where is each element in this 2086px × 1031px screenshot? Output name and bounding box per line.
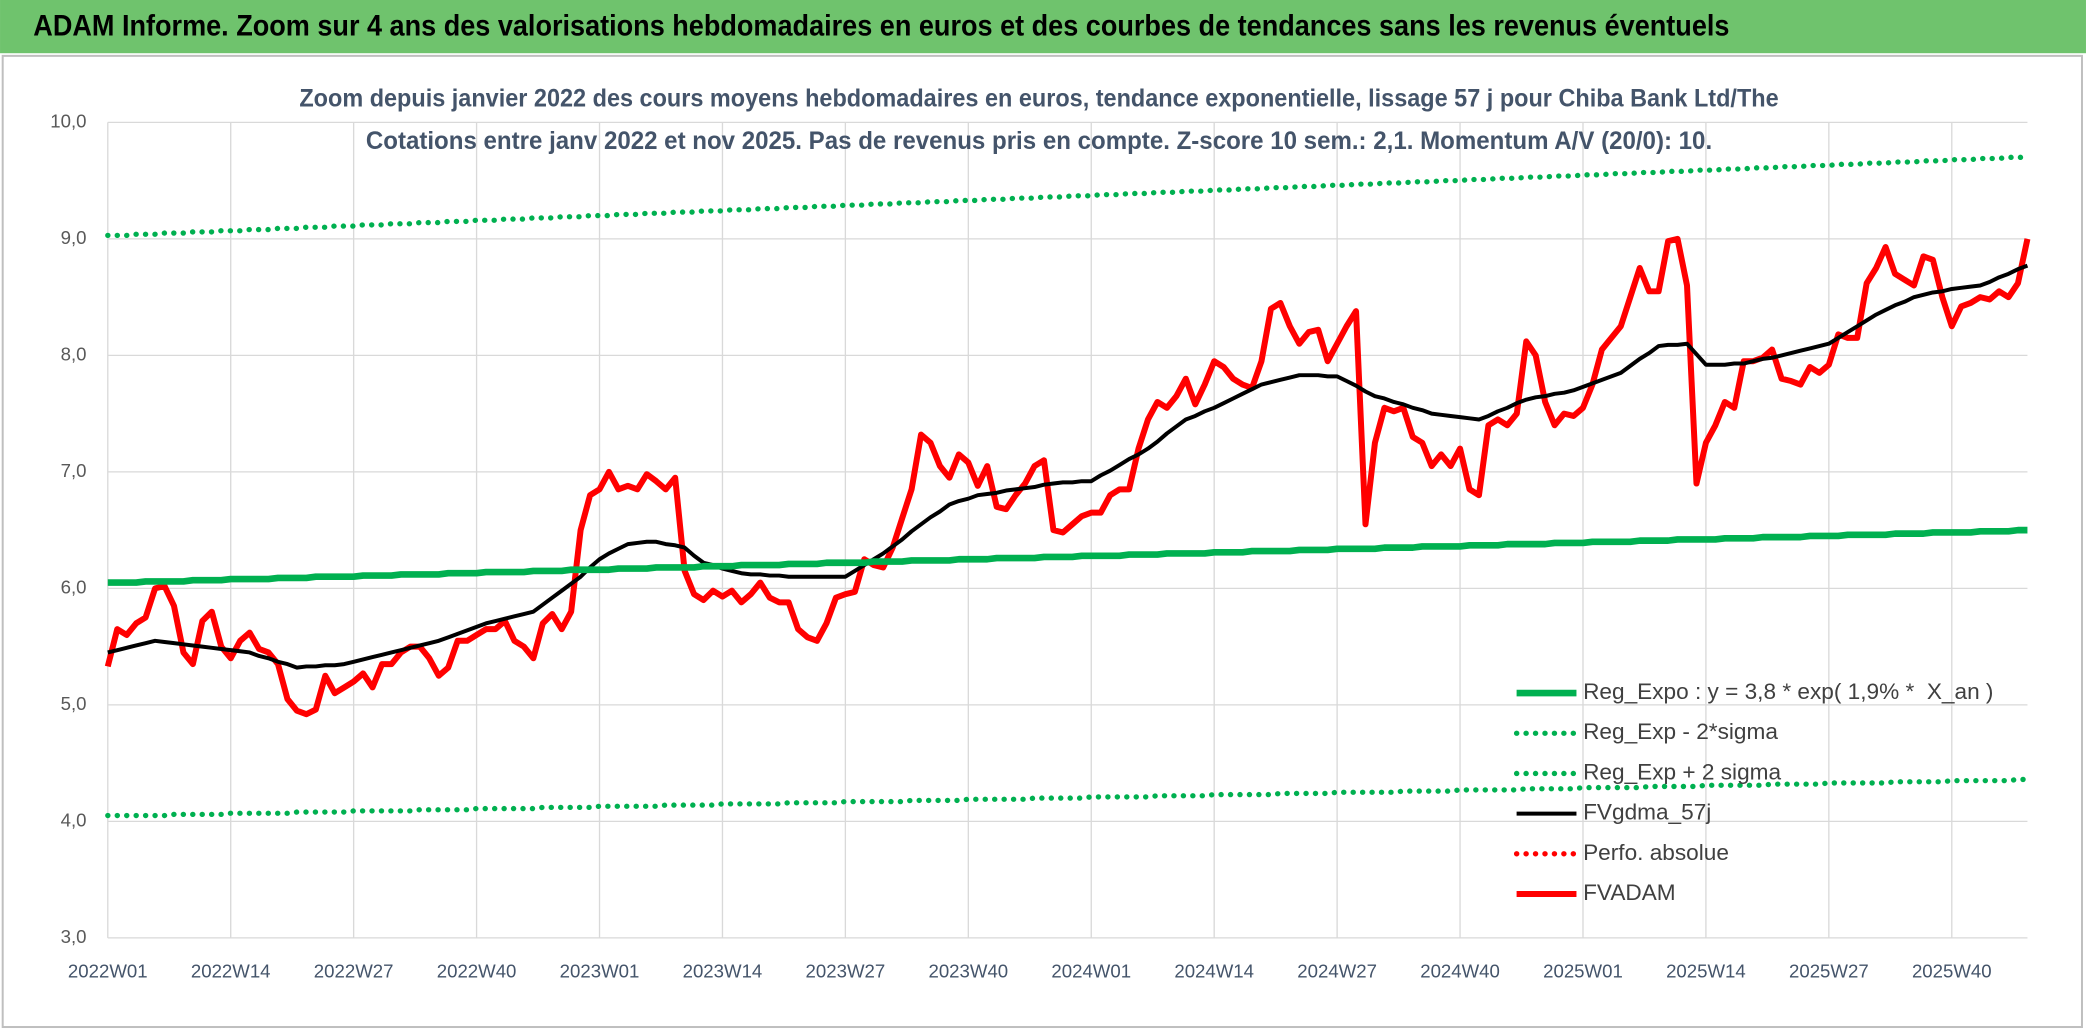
y-tick-label: 7,0 <box>61 460 87 481</box>
series-line <box>107 263 2029 670</box>
x-tick-label: 2022W27 <box>314 960 394 981</box>
header-bar <box>0 0 2086 54</box>
legend-label: Reg_Exp - 2*sigma <box>1583 719 1778 744</box>
chart-subtitle: Zoom depuis janvier 2022 des cours moyen… <box>299 84 1778 112</box>
x-tick-label: 2024W14 <box>1174 960 1254 981</box>
legend-label: Perfo. absolue <box>1583 840 1729 865</box>
legend-label: Reg_Exp + 2 sigma <box>1583 759 1781 784</box>
y-tick-label: 5,0 <box>61 693 87 714</box>
x-tick-label: 2024W27 <box>1297 960 1377 981</box>
chart-subtitle: Cotations entre janv 2022 et nov 2025. P… <box>366 127 1712 155</box>
x-tick-label: 2025W40 <box>1912 960 1992 981</box>
series-line <box>107 526 2028 586</box>
x-tick-label: 2025W27 <box>1789 960 1869 981</box>
header-title: ADAM Informe. Zoom sur 4 ans des valoris… <box>33 11 1729 43</box>
x-tick-label: 2022W14 <box>191 960 271 981</box>
x-tick-label: 2024W40 <box>1420 960 1500 981</box>
series-line <box>105 776 2031 819</box>
series-line <box>104 235 2031 718</box>
legend-label: FVADAM <box>1583 880 1676 905</box>
y-tick-label: 8,0 <box>61 343 87 364</box>
chart-frame <box>1 54 2083 1029</box>
x-tick-label: 2023W01 <box>560 960 640 981</box>
legend: Reg_Expo : y = 3,8 * exp( 1,9% * X_an ) R… <box>1513 679 1993 905</box>
y-tick-label: 3,0 <box>61 926 87 947</box>
x-tick-label: 2023W14 <box>683 960 763 981</box>
x-tick-label: 2022W40 <box>437 960 517 981</box>
y-tick-label: 10,0 <box>50 110 86 131</box>
x-tick-label: 2023W40 <box>928 960 1008 981</box>
x-tick-label: 2025W14 <box>1666 960 1746 981</box>
y-tick-label: 9,0 <box>61 227 87 248</box>
y-tick-label: 6,0 <box>61 576 87 597</box>
legend-label: Reg_Expo : y = 3,8 * exp( 1,9% * X_an ) <box>1583 679 1993 704</box>
x-tick-label: 2024W01 <box>1051 960 1131 981</box>
x-tick-label: 2025W01 <box>1543 960 1623 981</box>
y-tick-label: 4,0 <box>61 809 87 830</box>
series-line <box>105 154 2031 239</box>
legend-label: FVgdma_57j <box>1583 800 1711 825</box>
x-tick-label: 2022W01 <box>68 960 148 981</box>
x-tick-label: 2023W27 <box>806 960 886 981</box>
plot-area: 3,0 4,0 5,0 6,0 7,0 8,0 9,0 10,0 2022W01 2022W14 2… <box>50 110 2031 981</box>
